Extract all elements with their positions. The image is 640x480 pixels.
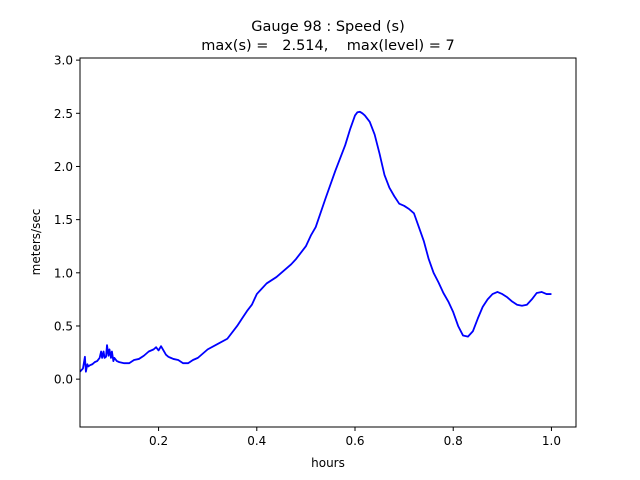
x-tick-label: 0.4 (247, 434, 266, 448)
x-axis-label: hours (311, 456, 345, 470)
series-line-0 (79, 110, 552, 373)
x-tick-label: 0.6 (345, 434, 364, 448)
y-tick-label: 0.0 (54, 373, 73, 387)
y-tick-label: 3.0 (54, 54, 73, 68)
y-tick-label: 2.5 (54, 107, 73, 121)
chart-subtitle: max(s) = 2.514, max(level) = 7 (201, 38, 455, 54)
x-tick-label: 1.0 (542, 434, 561, 448)
axis-ticks: 0.2 0.4 0.6 0.8 1.0 0.0 0.5 1.0 1.5 2.0 2.5 3.0 (54, 54, 561, 448)
y-axis-label: meters/sec (29, 209, 43, 276)
chart-title: Gauge 98 : Speed (s) (251, 19, 405, 35)
y-tick-label: 1.0 (54, 266, 73, 280)
x-tick-label: 0.8 (444, 434, 463, 448)
y-tick-label: 1.5 (54, 213, 73, 227)
plot-frame (79, 57, 577, 428)
y-tick-label: 2.0 (54, 160, 73, 174)
y-tick-label: 0.5 (54, 319, 73, 333)
x-tick-label: 0.2 (149, 434, 168, 448)
plot-area (79, 110, 552, 373)
